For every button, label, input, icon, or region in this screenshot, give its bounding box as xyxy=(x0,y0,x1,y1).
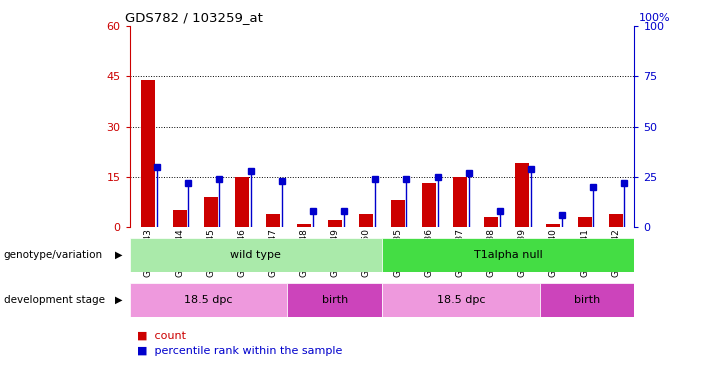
Text: ■  percentile rank within the sample: ■ percentile rank within the sample xyxy=(137,346,342,355)
Text: 18.5 dpc: 18.5 dpc xyxy=(437,295,485,305)
Bar xyxy=(287,283,382,317)
Text: 100%: 100% xyxy=(639,13,670,24)
Bar xyxy=(204,197,218,227)
Text: birth: birth xyxy=(322,295,348,305)
Bar xyxy=(172,210,186,227)
Bar xyxy=(130,238,382,272)
Bar xyxy=(360,213,374,227)
Bar xyxy=(328,220,342,227)
Bar xyxy=(540,283,634,317)
Text: ▶: ▶ xyxy=(115,250,123,260)
Text: development stage: development stage xyxy=(4,295,104,305)
Text: genotype/variation: genotype/variation xyxy=(4,250,102,260)
Bar xyxy=(453,177,467,227)
Text: 18.5 dpc: 18.5 dpc xyxy=(184,295,233,305)
Text: ▶: ▶ xyxy=(115,295,123,305)
Text: GDS782 / 103259_at: GDS782 / 103259_at xyxy=(125,11,262,24)
Text: T1alpha null: T1alpha null xyxy=(474,250,543,260)
Bar xyxy=(382,238,634,272)
Text: birth: birth xyxy=(574,295,600,305)
Bar xyxy=(297,224,311,227)
Bar xyxy=(546,224,560,227)
Bar xyxy=(515,164,529,227)
Bar xyxy=(130,283,287,317)
Bar xyxy=(142,80,156,227)
Bar xyxy=(578,217,592,227)
Bar xyxy=(608,213,622,227)
Bar xyxy=(484,217,498,227)
Text: ■  count: ■ count xyxy=(137,331,186,340)
Text: wild type: wild type xyxy=(231,250,281,260)
Bar xyxy=(266,213,280,227)
Bar xyxy=(390,200,404,227)
Bar xyxy=(382,283,540,317)
Bar xyxy=(235,177,249,227)
Bar xyxy=(422,183,436,227)
